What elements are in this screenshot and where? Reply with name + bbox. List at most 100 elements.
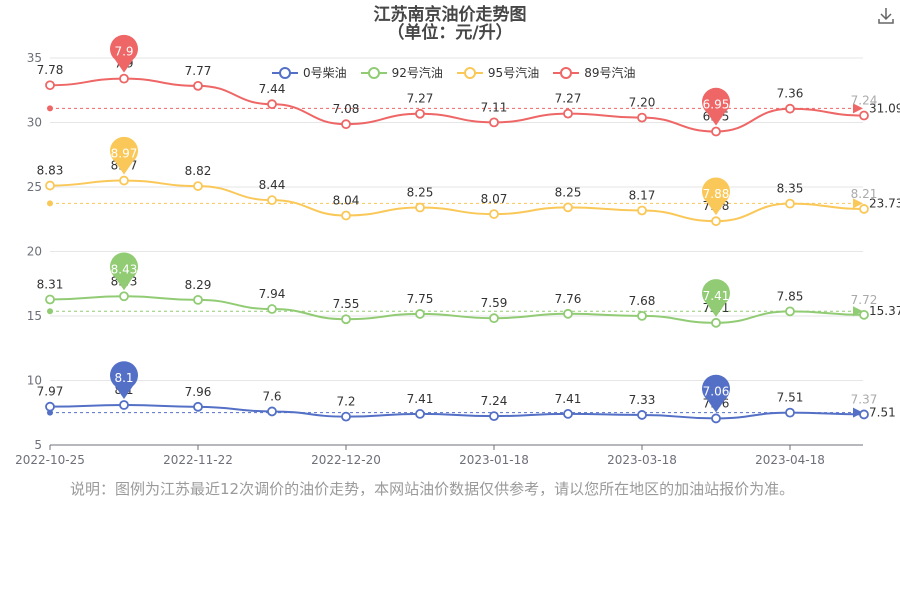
y-tick-label: 15 [27,309,42,323]
data-point[interactable] [489,117,499,128]
data-point[interactable] [193,401,203,412]
legend-item[interactable]: 92号汽油 [360,64,443,81]
data-label: 7.36 [777,87,804,101]
data-label: 7.27 [407,92,434,106]
data-point[interactable] [193,181,203,191]
data-label: 7.08 [333,102,360,116]
average-label: 31.09 [869,101,900,115]
min-pin-label: 7.41 [703,289,730,303]
data-point[interactable] [267,195,277,206]
max-pin-label: 8.1 [114,371,133,385]
data-point[interactable] [415,202,425,213]
data-label: 7.59 [481,296,508,310]
legend-swatch [360,66,387,79]
data-point[interactable] [119,73,129,84]
data-point[interactable] [563,202,573,213]
legend-label: 92号汽油 [391,66,443,80]
footnote: 说明：图例为江苏最近12次调价的油价走势，本网站油价数据仅供参考，请以您所在地区… [70,480,795,498]
data-point[interactable] [785,306,795,317]
data-point[interactable] [489,209,499,219]
data-point[interactable] [415,409,425,419]
legend-item[interactable]: 95号汽油 [456,64,539,81]
data-point[interactable] [341,314,351,325]
legend: 0号柴油 92号汽油 95号汽油 89号汽油 [272,64,635,81]
legend-item[interactable]: 89号汽油 [553,64,635,81]
data-point[interactable] [415,108,425,119]
data-point[interactable] [859,110,869,121]
x-tick-label: 2023-01-18 [459,453,529,467]
data-label: 8.35 [777,182,804,196]
x-tick-label: 2023-04-18 [755,453,825,467]
data-point[interactable] [711,413,721,424]
data-point[interactable] [563,108,573,119]
data-point[interactable] [563,308,573,319]
download-icon[interactable] [876,6,896,26]
min-pin-label: 6.95 [703,98,730,112]
data-label: 8.44 [259,178,286,192]
data-point[interactable] [45,80,55,91]
legend-label: 89号汽油 [584,66,636,80]
data-point[interactable] [711,317,721,328]
data-point[interactable] [341,119,351,130]
data-label: 8.31 [37,277,64,291]
y-tick-label: 10 [27,374,42,388]
data-point[interactable] [415,309,425,319]
data-point[interactable] [563,409,573,419]
data-label: 8.82 [185,164,212,178]
data-point[interactable] [193,294,203,305]
data-point[interactable] [785,198,795,209]
data-label: 7.85 [777,289,804,303]
data-point[interactable] [489,411,499,422]
data-label: 7.2 [336,395,355,409]
data-label: 7.75 [407,292,434,306]
y-tick-label: 5 [34,438,42,452]
average-label: 15.37 [869,304,900,318]
average-arrow [853,306,863,317]
data-point[interactable] [45,180,55,191]
data-label: 8.29 [185,278,212,292]
data-point[interactable] [45,294,55,305]
data-point[interactable] [637,205,647,216]
data-point[interactable] [119,175,129,186]
data-point[interactable] [859,309,869,320]
data-point[interactable] [267,304,277,314]
data-point[interactable] [711,126,721,137]
series-line [49,77,865,133]
data-label: 7.37 [851,392,878,406]
data-point[interactable] [637,410,647,420]
data-point[interactable] [341,411,351,422]
data-point[interactable] [859,204,869,214]
data-label: 7.6 [262,389,281,403]
data-point[interactable] [785,103,795,114]
data-point[interactable] [711,216,721,227]
data-label: 7.27 [555,92,582,106]
average-start-dot [47,308,53,315]
data-label: 7.94 [259,287,286,301]
data-label: 7.77 [185,64,212,78]
data-point[interactable] [785,407,795,418]
data-point[interactable] [341,210,351,221]
data-point[interactable] [859,409,869,420]
data-label: 8.07 [481,192,508,206]
average-label: 7.51 [869,406,896,420]
data-point[interactable] [193,80,203,91]
data-point[interactable] [119,291,129,302]
data-point[interactable] [637,112,647,123]
average-arrow [853,198,863,209]
data-point[interactable] [637,310,647,321]
x-tick-label: 2022-12-20 [311,453,381,467]
data-point[interactable] [45,401,55,412]
data-label: 7.68 [629,294,656,308]
x-tick-label: 2022-10-25 [15,453,85,467]
data-label: 7.41 [555,392,582,406]
data-point[interactable] [267,406,277,417]
legend-swatch [272,66,298,79]
data-point[interactable] [489,313,499,324]
min-pin-label: 7.88 [703,187,730,201]
data-point[interactable] [119,400,129,410]
data-label: 7.24 [481,394,508,408]
data-point[interactable] [267,99,277,110]
legend-item[interactable]: 0号柴油 [272,64,347,81]
max-pin-label: 7.9 [114,45,133,59]
